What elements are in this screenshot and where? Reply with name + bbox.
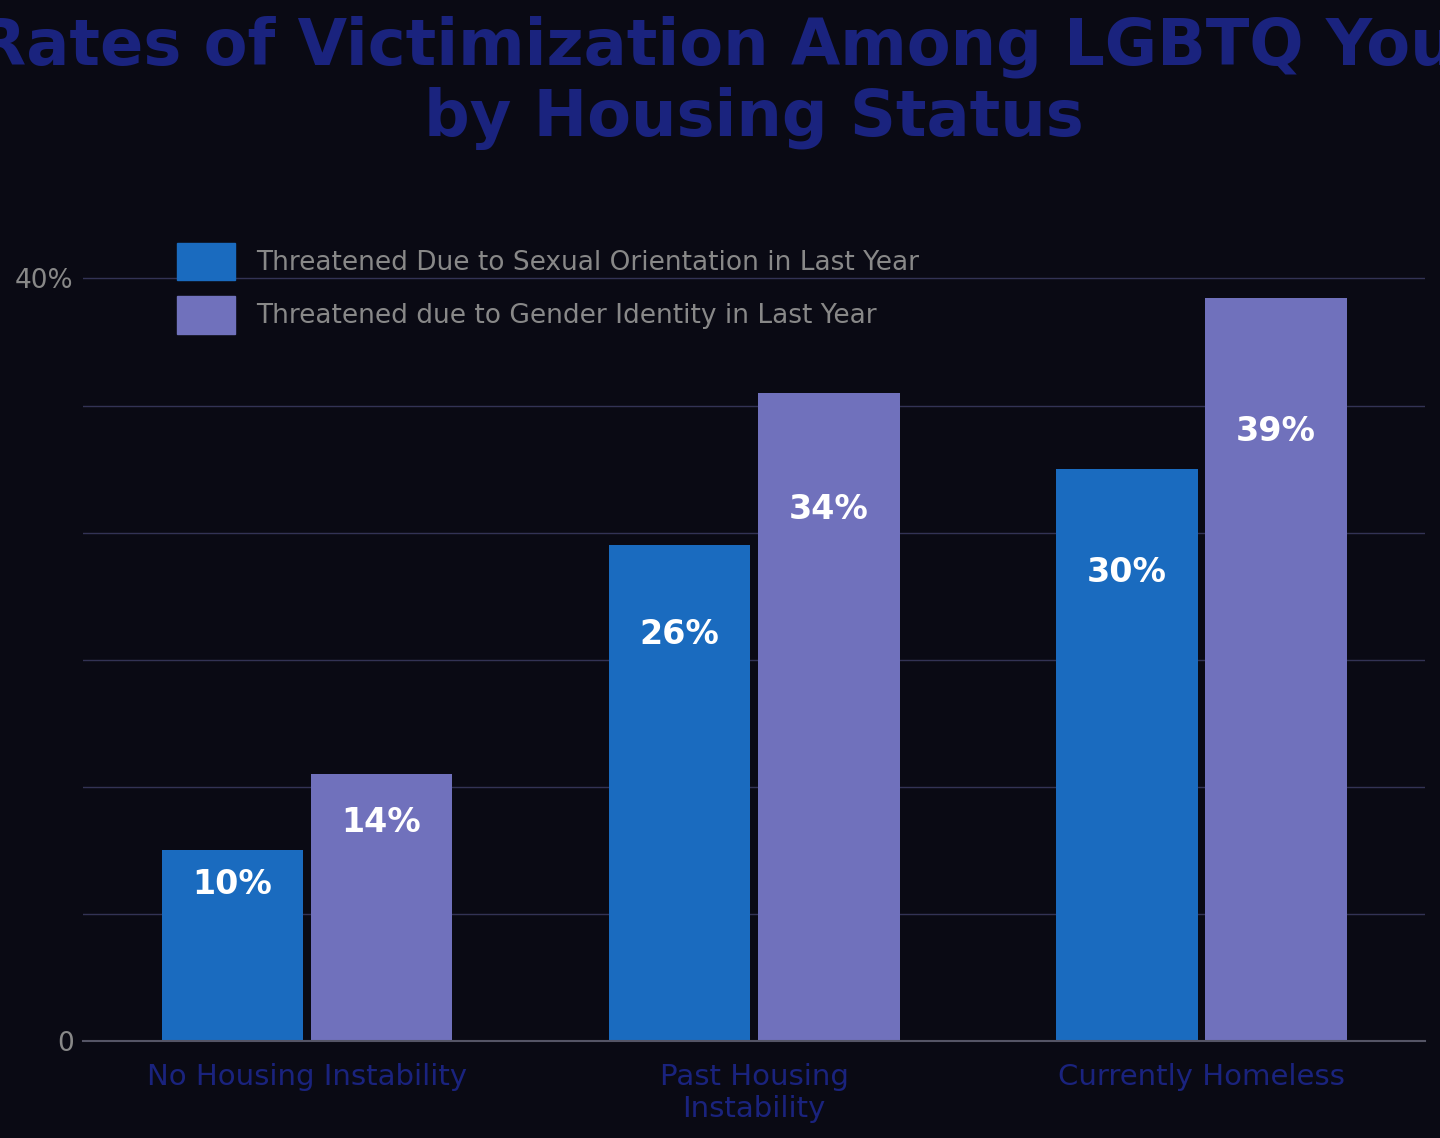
- Text: 26%: 26%: [639, 618, 720, 651]
- Bar: [1056, 469, 1198, 1041]
- Text: 10%: 10%: [193, 868, 272, 901]
- Bar: [161, 850, 304, 1041]
- Text: 14%: 14%: [341, 806, 422, 839]
- Bar: [609, 545, 750, 1041]
- Bar: [757, 393, 900, 1041]
- Title: Rates of Victimization Among LGBTQ Youth
by Housing Status: Rates of Victimization Among LGBTQ Youth…: [0, 15, 1440, 150]
- Text: 34%: 34%: [789, 493, 868, 526]
- Legend: Threatened Due to Sexual Orientation in Last Year, Threatened due to Gender Iden: Threatened Due to Sexual Orientation in …: [164, 230, 932, 347]
- Bar: [311, 774, 452, 1041]
- Bar: [1205, 297, 1346, 1041]
- Text: 39%: 39%: [1236, 415, 1316, 448]
- Text: 30%: 30%: [1087, 555, 1166, 588]
